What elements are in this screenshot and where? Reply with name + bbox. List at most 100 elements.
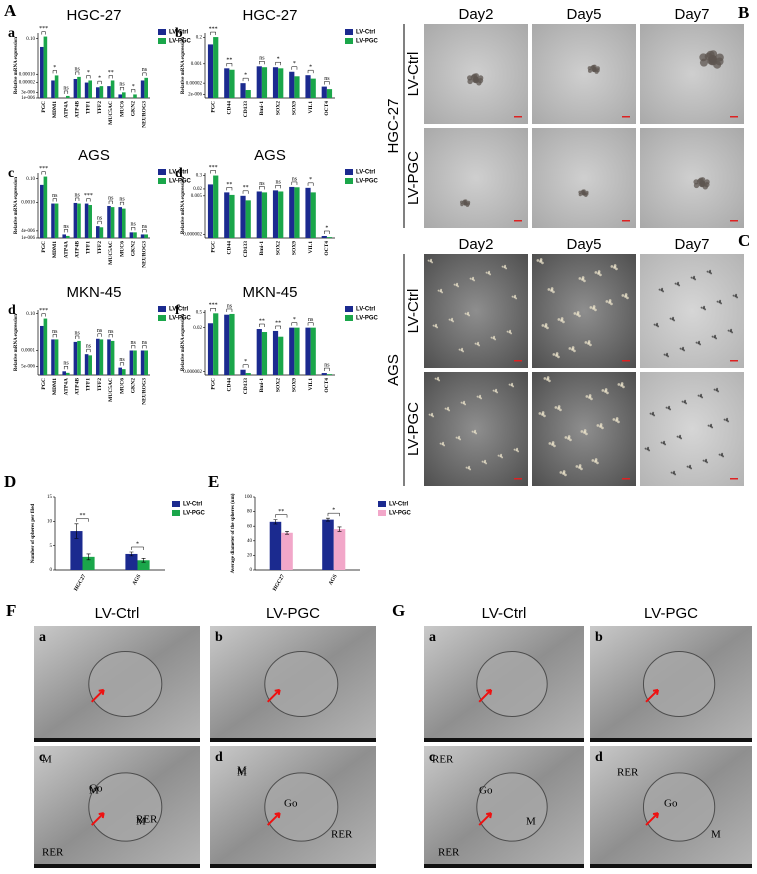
sphere — [460, 202, 464, 207]
sphere — [466, 200, 471, 205]
significance-label: ns — [142, 67, 148, 73]
sphere — [613, 264, 617, 267]
bar — [107, 205, 111, 238]
bar — [321, 373, 327, 375]
cell-structure — [476, 772, 548, 842]
significance-label: ns — [63, 85, 69, 91]
significance-bracket — [226, 308, 233, 312]
sphere — [550, 289, 553, 292]
panel-letter: C — [738, 231, 750, 250]
sphere — [704, 308, 707, 311]
sphere — [730, 328, 733, 331]
bar — [82, 556, 95, 570]
bar — [77, 203, 81, 238]
legend-label: LV-Ctrl — [169, 170, 189, 176]
sphere — [718, 453, 721, 456]
significance-bracket — [108, 75, 113, 79]
sphere — [624, 295, 627, 298]
sphere — [713, 336, 716, 339]
sphere — [596, 424, 600, 427]
y-axis-label: Relative mRNA expression — [14, 37, 19, 94]
significance-bracket — [142, 345, 147, 349]
sphere — [664, 443, 667, 446]
sphere — [715, 337, 718, 340]
sphere — [503, 266, 506, 269]
y-tick-label: 0.00002 — [19, 81, 36, 86]
significance-label: *** — [209, 165, 218, 171]
organelle-label: Go — [284, 798, 298, 810]
sphere — [508, 383, 511, 386]
sphere — [725, 419, 728, 422]
sphere — [599, 423, 603, 426]
significance-label: * — [136, 541, 139, 547]
sphere — [444, 407, 447, 410]
sphere — [459, 438, 462, 441]
bar — [224, 68, 230, 98]
bar — [129, 232, 134, 238]
sphere — [469, 277, 472, 280]
significance-label: ** — [259, 318, 265, 324]
error-bar — [325, 517, 330, 522]
significance-label: ns — [108, 329, 114, 335]
subpanel-letter: b — [215, 630, 223, 645]
error-bar — [129, 551, 134, 557]
x-tick-label: CD133 — [243, 378, 249, 394]
sphere — [436, 378, 439, 381]
sphere — [694, 278, 697, 281]
x-tick-label: SOX2 — [275, 378, 281, 392]
sphere — [471, 430, 474, 433]
sphere — [684, 399, 687, 402]
legend-label: LV-Ctrl — [389, 502, 409, 508]
x-tick-label: PGC — [210, 101, 216, 113]
sphere — [674, 473, 677, 476]
sphere — [512, 385, 515, 388]
scale-bar — [730, 478, 738, 480]
significance-label: ns — [142, 340, 148, 346]
significance-bracket — [75, 335, 80, 339]
sphere — [457, 437, 460, 440]
sphere — [481, 460, 484, 463]
column-title: LV-Ctrl — [95, 605, 140, 622]
sphere — [601, 426, 604, 430]
y-tick-label: 2e-006 — [188, 93, 202, 98]
micrograph — [424, 128, 528, 228]
bar — [272, 190, 279, 238]
organelle-label: M — [237, 765, 247, 777]
legend-swatch — [158, 306, 166, 312]
sphere — [663, 440, 666, 443]
sphere — [510, 332, 513, 335]
scale-strip — [210, 738, 376, 742]
day-label: Day2 — [458, 6, 493, 23]
sphere — [580, 467, 583, 471]
sphere — [615, 417, 619, 420]
bar — [326, 89, 333, 98]
sphere — [469, 468, 472, 471]
significance-bracket — [210, 170, 216, 174]
organelle-label: M — [136, 816, 146, 828]
sphere — [583, 431, 586, 434]
bar — [326, 237, 333, 238]
sphere — [587, 340, 591, 343]
sphere — [564, 436, 568, 439]
subpanel-letter: d — [175, 166, 183, 181]
bar — [122, 208, 126, 238]
sphere — [620, 382, 624, 385]
significance-label: ** — [243, 185, 249, 191]
subpanel-letter: a — [39, 630, 46, 645]
sphere — [706, 270, 709, 273]
sphere — [478, 75, 484, 81]
significance-bracket — [259, 323, 265, 328]
bar — [278, 68, 284, 98]
day-label: Day5 — [566, 6, 601, 23]
sphere — [584, 341, 588, 344]
significance-label: ns — [75, 66, 81, 72]
x-tick-label: TFF2 — [97, 241, 103, 254]
sphere — [439, 290, 442, 293]
sphere — [673, 470, 676, 473]
sphere — [683, 401, 686, 404]
organelle-label: M — [42, 754, 52, 766]
significance-label: ** — [108, 70, 114, 76]
bar — [256, 66, 262, 98]
sphere — [505, 267, 508, 270]
x-tick-label: HGC27 — [272, 573, 286, 592]
